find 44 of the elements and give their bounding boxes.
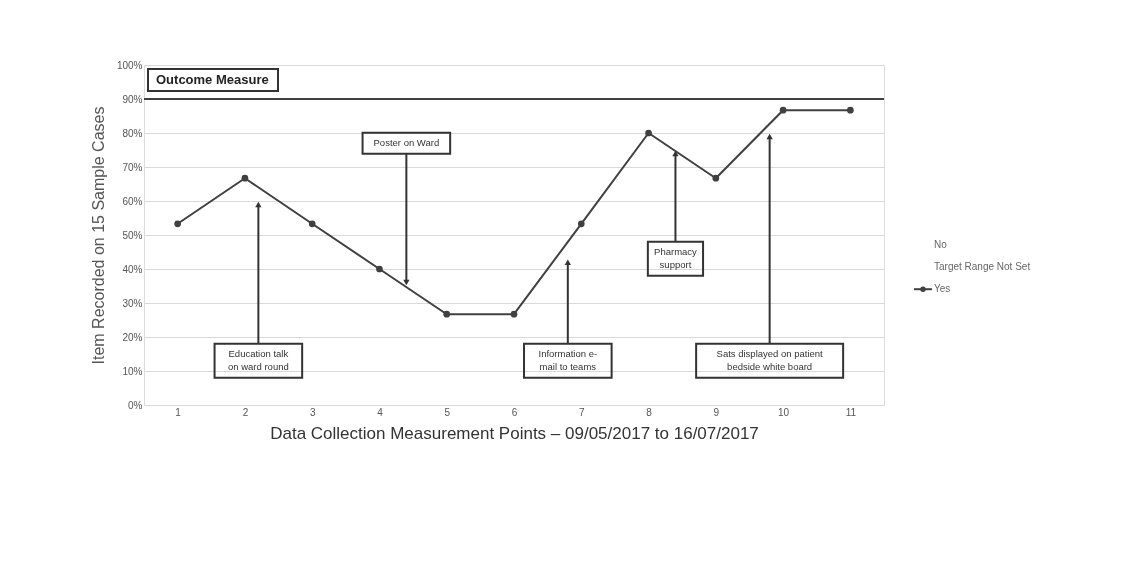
point [174,220,181,228]
legend-label: Yes [934,283,951,295]
y-tick-label: 90% [122,93,143,105]
annotation: Sats displayed on patient bedside white board [716,348,824,373]
point [308,220,316,228]
text: Outcome Measure [156,72,269,87]
x-tick-label: 1 [175,406,182,418]
x-tick-label: 2 [242,406,249,418]
point [510,310,518,318]
x-tick-label: 4 [377,406,384,418]
y-tick-label: 100% [116,59,143,71]
annotation: Education talk on ward round [228,348,289,373]
text: Target Range Not Set [934,261,1031,273]
point [645,129,652,137]
x-tick-label: 11 [845,406,857,418]
point [443,310,451,318]
annotation: Pharmacy support [654,246,698,271]
y-tick-label: 10% [122,365,143,377]
y-tick-label: 30% [122,297,143,309]
point [577,220,585,228]
x-tick-label: 7 [578,406,585,418]
x-axis-title: Data Collection Measurement Points – 09/05/2017 to 16/07/2017 [270,423,759,443]
x-tick-label: 10 [778,406,790,418]
y-tick-label: 80% [122,127,143,139]
point [779,106,787,114]
annotation: Poster on Ward [373,137,440,149]
point [376,265,383,273]
x-tick-label: 9 [713,406,720,418]
y-tick-label: 0% [128,399,143,411]
point [712,174,720,182]
point [241,174,249,182]
x-tick-label: 5 [444,406,451,418]
y-tick-label: 60% [122,195,143,207]
x-tick-label: 3 [309,406,316,418]
text: No [934,239,948,251]
point [847,106,854,114]
x-tick-label: 6 [511,406,518,418]
y-tick-label: 20% [122,331,143,343]
y-tick-label: 70% [122,161,143,173]
y-tick-label: 40% [122,263,143,275]
y-tick-label: 50% [122,229,143,241]
y-axis-title: Item Recorded on 15 Sample Cases [89,106,107,365]
x-tick-label: 8 [646,406,653,418]
annotation: Information e- mail to teams [538,348,598,373]
